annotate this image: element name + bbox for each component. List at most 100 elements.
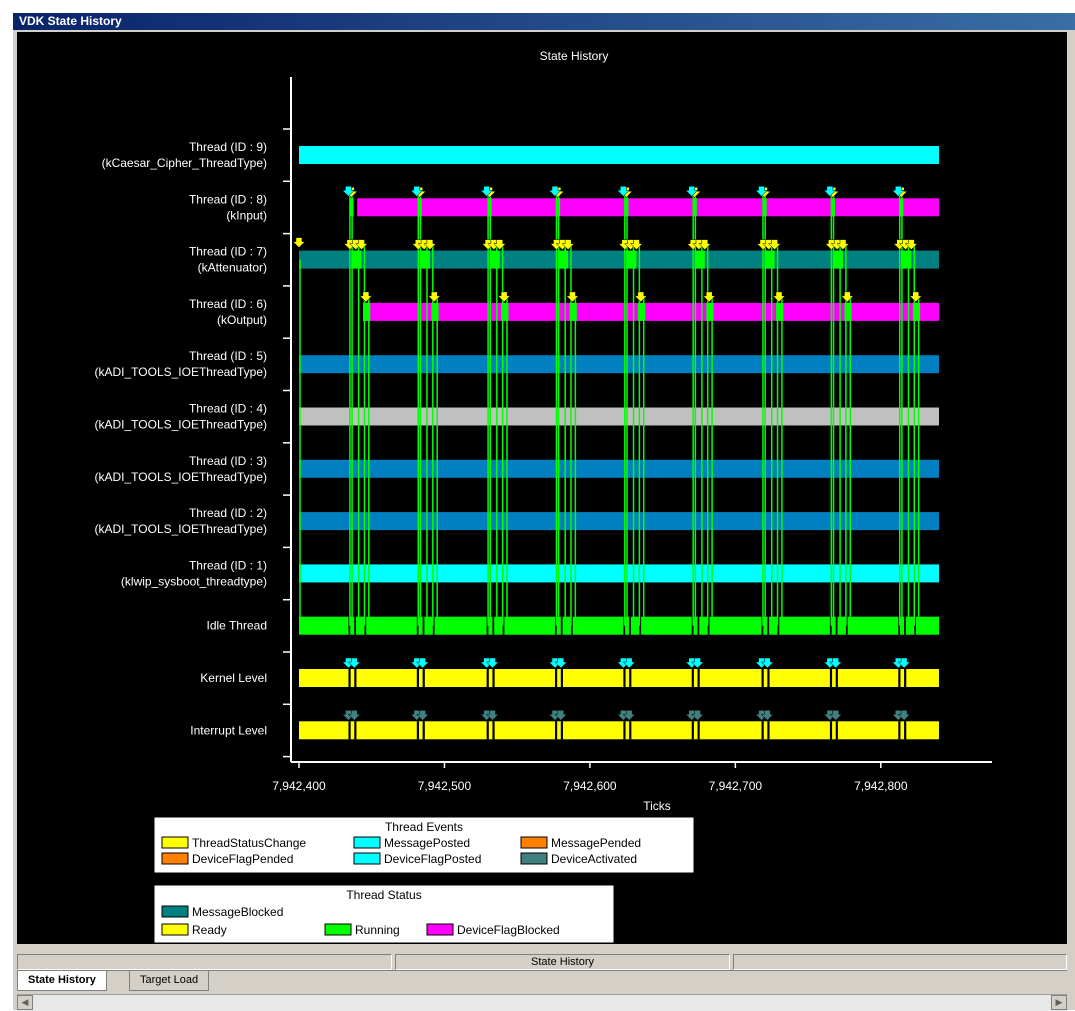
state-segment	[354, 616, 357, 635]
row-label: Thread (ID : 4)	[189, 402, 267, 416]
status-cell-right	[733, 954, 1067, 970]
state-segment	[694, 250, 705, 269]
thread-event-arrow	[341, 186, 356, 197]
state-segment	[901, 250, 912, 269]
row-label: Idle Thread	[207, 619, 268, 633]
row-sublabel: (klwip_sysboot_threadtype)	[121, 574, 267, 588]
thread-event-arrow	[829, 710, 843, 721]
state-bar	[299, 407, 939, 426]
row-sublabel: (kOutput)	[217, 313, 267, 327]
state-bar	[299, 564, 939, 583]
legend-events-swatch	[520, 852, 548, 865]
thread-event-arrow	[754, 186, 769, 197]
row-label: Thread (ID : 8)	[189, 192, 267, 206]
state-segment	[844, 302, 852, 321]
state-segment	[351, 250, 362, 269]
state-segment	[835, 616, 838, 635]
thread-event-arrow	[565, 291, 580, 303]
thread-event-arrow	[347, 710, 361, 721]
legend-events-swatch	[520, 836, 548, 849]
state-segment	[845, 616, 848, 635]
status-cell-left	[17, 954, 392, 970]
state-segment	[697, 721, 700, 740]
state-segment	[489, 250, 500, 269]
legend-events-title: Thread Events	[385, 820, 463, 834]
horizontal-scrollbar[interactable]: ◀ ▶	[17, 994, 1067, 1011]
row-label: Thread (ID : 9)	[189, 140, 267, 154]
thread-event-arrow	[548, 186, 562, 197]
row-sublabel: (kInput)	[226, 208, 267, 222]
thread-event-arrow	[493, 239, 507, 250]
state-segment	[767, 616, 770, 635]
state-segment	[912, 302, 921, 321]
row-sublabel: (kAttenuator)	[198, 261, 267, 275]
thread-event-arrow	[410, 186, 424, 197]
row-label: Thread (ID : 5)	[189, 349, 267, 363]
status-bar: State History	[17, 954, 1067, 970]
state-segment	[691, 721, 694, 740]
state-segment	[637, 302, 646, 321]
thread-event-arrow	[554, 657, 568, 669]
thread-event-arrow	[690, 710, 705, 721]
state-segment	[348, 669, 351, 687]
state-segment	[767, 669, 770, 687]
legend-status-item-label: Running	[355, 923, 400, 937]
thread-event-arrow	[772, 291, 786, 303]
state-history-chart-panel: State History 7,942,400 7,942,500 7,942,600…	[17, 32, 1067, 944]
state-segment	[761, 669, 764, 687]
chart-title: State History	[540, 49, 609, 63]
window-title: VDK State History	[19, 14, 122, 28]
state-segment	[835, 721, 838, 740]
thread-event-arrow	[768, 239, 782, 250]
x-tick-label: 7,942,700	[709, 779, 763, 793]
row-label: Thread (ID : 7)	[189, 245, 267, 259]
thread-event-arrow	[423, 239, 437, 250]
state-segment	[626, 250, 637, 269]
tab-state-history[interactable]: State History	[17, 971, 107, 991]
row-sublabel: (kADI_TOOLS_IOEThreadType)	[94, 365, 267, 379]
legend-status-box	[153, 884, 615, 944]
state-segment	[629, 721, 632, 740]
chevron-left-icon[interactable]: ◀	[17, 995, 33, 1010]
state-segment	[492, 669, 495, 687]
window-title-bar[interactable]: VDK State History	[13, 13, 1075, 30]
state-segment	[904, 616, 906, 635]
state-segment	[486, 669, 489, 687]
thread-event-arrow	[622, 657, 636, 669]
thread-event-arrow	[622, 710, 636, 721]
legend-status-swatch	[324, 923, 352, 936]
state-segment	[835, 669, 838, 687]
row-label: Thread (ID : 2)	[189, 506, 267, 520]
state-segment	[416, 669, 419, 687]
state-bar	[299, 459, 939, 478]
x-tick-label: 7,942,500	[418, 779, 472, 793]
thread-event-arrow	[702, 291, 716, 303]
state-segment	[416, 721, 419, 740]
state-bar	[299, 616, 939, 635]
thread-event-arrow	[823, 186, 837, 197]
status-cell-label: State History	[395, 954, 730, 970]
state-segment	[354, 721, 357, 740]
tab-target-load[interactable]: Target Load	[129, 971, 210, 991]
x-axis-label: Ticks	[643, 799, 671, 813]
legend-status-item-label: MessageBlocked	[192, 905, 283, 919]
state-segment	[629, 616, 631, 635]
thread-event-arrow	[616, 186, 630, 197]
legend-events-box	[153, 816, 695, 874]
row-sublabel: (kADI_TOOLS_IOEThreadType)	[94, 522, 267, 536]
state-history-chart: State History 7,942,400 7,942,500 7,942,600…	[94, 49, 992, 944]
legend-status-swatch	[426, 923, 454, 936]
legend-status-item-label: Ready	[192, 923, 227, 937]
state-segment	[422, 721, 425, 740]
legend-events-swatch	[161, 836, 189, 849]
state-segment	[571, 616, 573, 635]
state-segment	[764, 250, 775, 269]
state-segment	[623, 721, 626, 740]
thread-event-arrow	[485, 657, 500, 669]
state-segment	[697, 616, 700, 635]
thread-event-arrow	[427, 291, 441, 303]
chevron-right-icon[interactable]: ▶	[1051, 995, 1067, 1010]
thread-event-arrow	[359, 291, 373, 303]
x-tick-label: 7,942,400	[272, 779, 326, 793]
thread-event-arrow	[354, 239, 369, 250]
